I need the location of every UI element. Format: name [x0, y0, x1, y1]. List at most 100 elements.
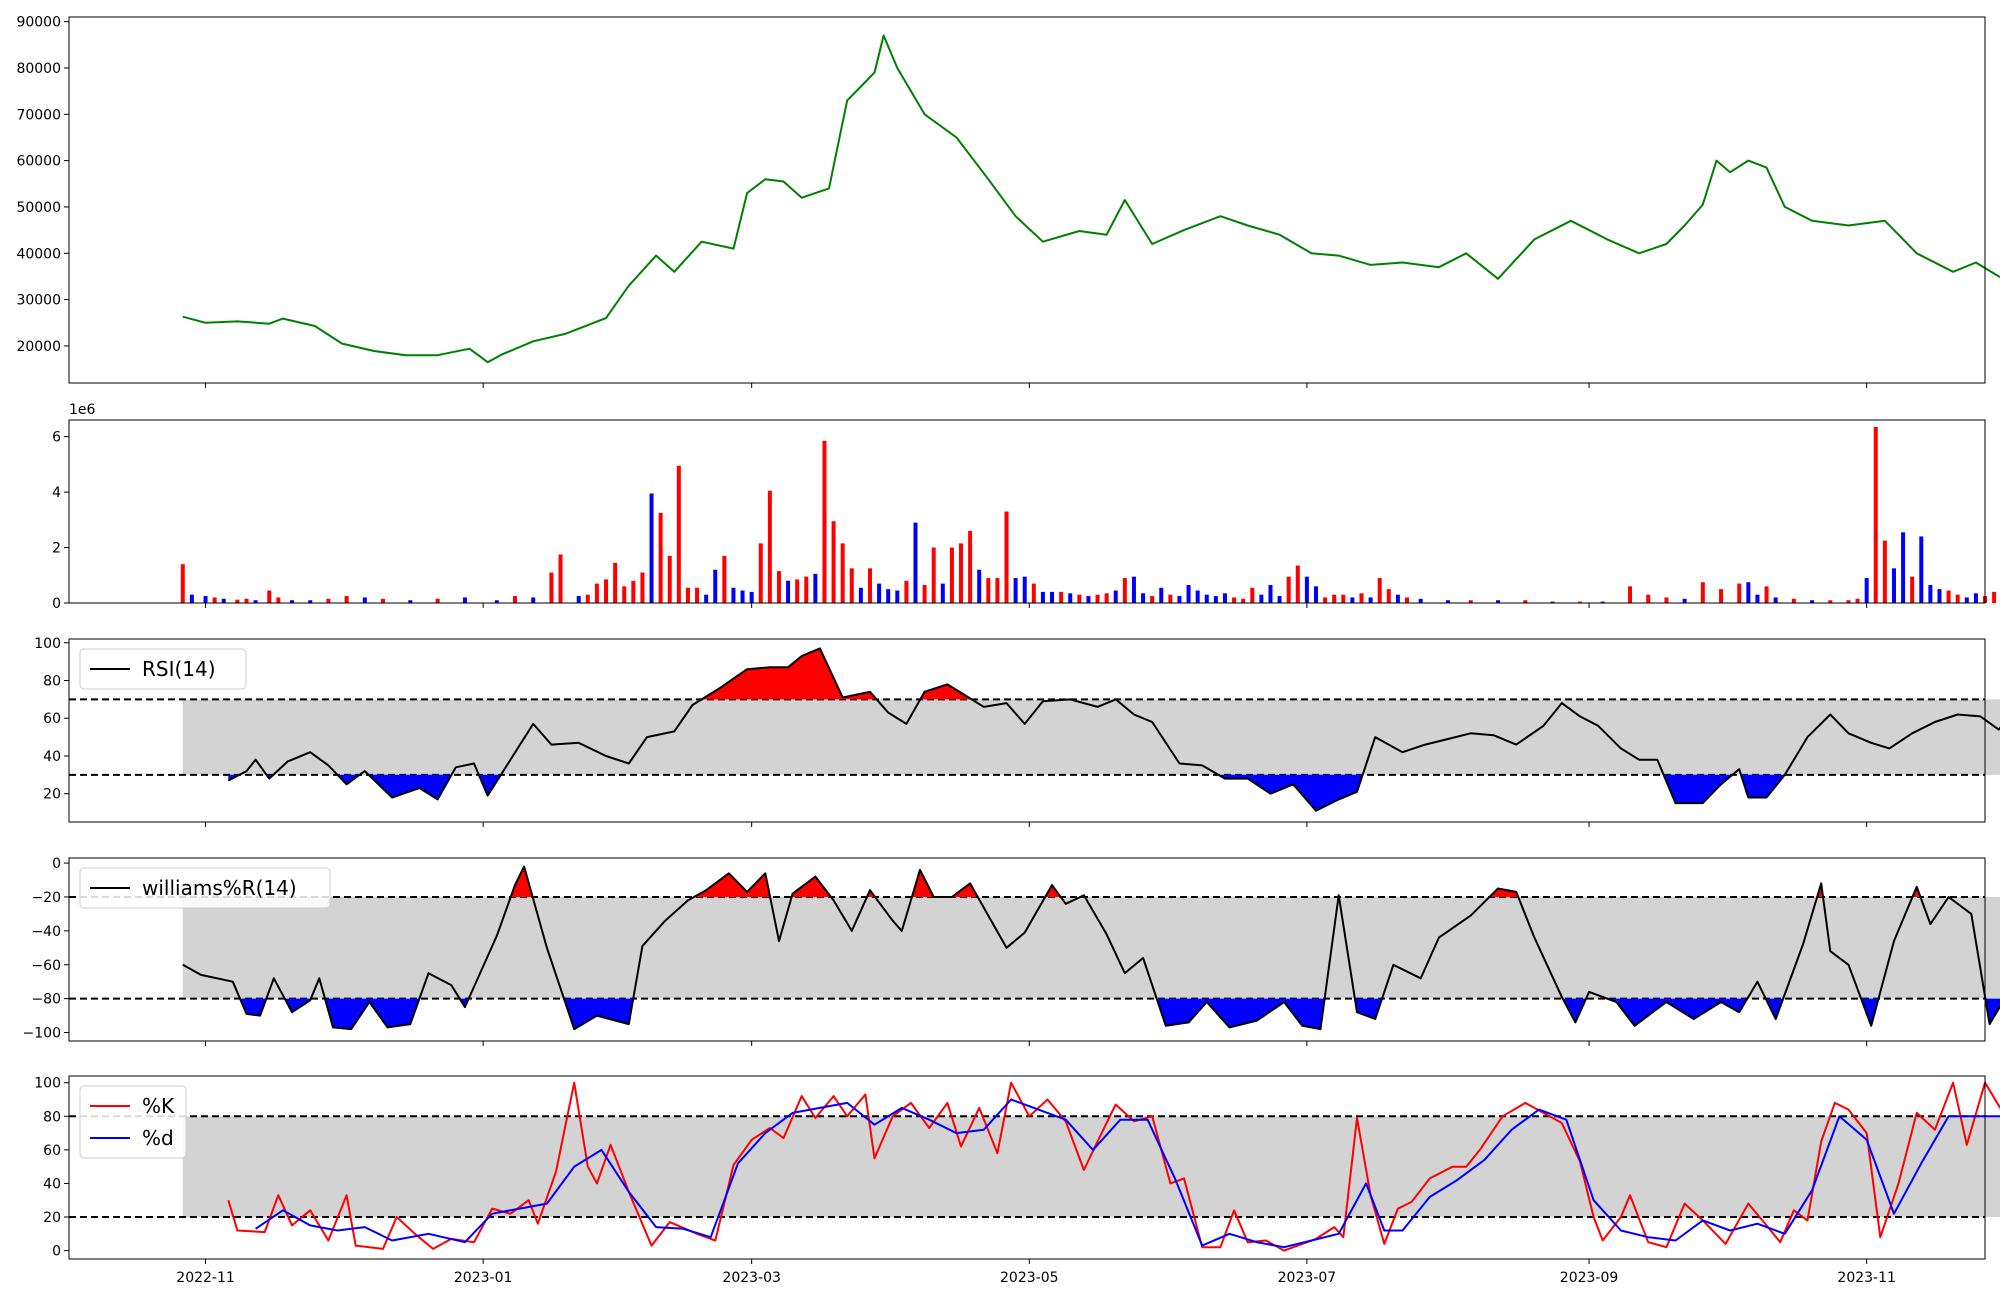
volume-bar — [594, 583, 599, 603]
volume-bar — [1350, 597, 1355, 603]
volume-bar — [1946, 590, 1951, 603]
xtick-label: 2023-05 — [1000, 1270, 1059, 1286]
rsi-ytick-label: 60 — [43, 711, 61, 727]
volume-bar — [408, 600, 413, 603]
volume-bar — [1873, 426, 1878, 603]
rsi-neutral-band — [182, 699, 2000, 775]
volume-bar — [549, 572, 554, 603]
stochastic-legend-label: %d — [142, 1126, 174, 1150]
volume-bar — [1810, 600, 1815, 603]
volume-bar — [877, 583, 882, 603]
xtick-label: 2023-01 — [454, 1270, 513, 1286]
volume-ytick-label: 6 — [52, 430, 61, 446]
volume-bar — [1050, 591, 1055, 603]
rsi-oversold-fill — [368, 774, 452, 800]
volume-bar — [1159, 587, 1164, 603]
volume-bar — [1332, 594, 1337, 603]
volume-bar — [1405, 597, 1410, 603]
volume-bar — [813, 573, 818, 603]
xtick-label: 2023-07 — [1278, 1270, 1337, 1286]
rsi-oversold-fill — [1663, 774, 1733, 804]
rsi-ytick-label: 80 — [43, 674, 61, 690]
volume-bar — [362, 597, 367, 603]
volume-bar — [1910, 576, 1915, 603]
rsi-legend-label: RSI(14) — [142, 657, 216, 681]
volume-bar — [858, 587, 863, 603]
williams-oversold-fill — [563, 998, 634, 1030]
volume-ytick-label: 0 — [52, 596, 61, 612]
volume-bar — [931, 547, 936, 603]
volume-bar — [344, 596, 349, 603]
volume-bar — [267, 590, 272, 603]
volume-bar — [1919, 536, 1924, 603]
volume-bar — [1764, 586, 1769, 603]
volume-bar — [1222, 593, 1227, 603]
volume-bar — [1973, 593, 1978, 603]
volume-bar — [722, 555, 727, 603]
williams-panel-frame — [68, 857, 1986, 1042]
volume-bar — [1131, 576, 1136, 603]
volume-bar — [1341, 594, 1346, 603]
volume-bar — [1737, 583, 1742, 603]
volume-bar — [1955, 594, 1960, 603]
rsi-oversold-fill — [478, 774, 501, 796]
volume-bar — [1095, 594, 1100, 603]
rsi-ytick-label: 100 — [34, 636, 61, 652]
volume-bar — [462, 597, 467, 603]
volume-bar — [253, 600, 258, 603]
volume-bar — [1368, 597, 1373, 603]
volume-bar — [676, 465, 681, 603]
price-ytick-label: 20000 — [16, 339, 61, 355]
williams-oversold-fill — [1607, 998, 1748, 1026]
volume-bar — [922, 584, 927, 603]
volume-bar — [1177, 596, 1182, 603]
volume-bar — [995, 578, 1000, 603]
price-ytick-label: 90000 — [16, 15, 61, 31]
volume-bar — [786, 580, 791, 603]
stochastic-ytick-label: 40 — [43, 1176, 61, 1192]
volume-bar — [1386, 589, 1391, 603]
volume-bar — [244, 598, 249, 603]
williams-line — [182, 865, 2000, 1031]
volume-bar — [1846, 600, 1851, 603]
volume-bar — [1250, 587, 1255, 603]
volume-bar — [1891, 568, 1896, 603]
williams-panel: 0 −20 −40 −60 −80 −100 williams%R(14) — [23, 856, 2000, 1046]
volume-bar — [276, 597, 281, 603]
volume-bar — [212, 597, 217, 603]
volume-bar — [435, 598, 440, 603]
price-line — [182, 34, 2000, 364]
volume-bar — [1664, 597, 1669, 603]
volume-bar — [1791, 598, 1796, 603]
volume-bar — [631, 580, 636, 603]
williams-ytick-label: −40 — [31, 924, 61, 940]
volume-bar — [1195, 590, 1200, 603]
volume-bar — [1031, 583, 1036, 603]
rsi-overbought-fill — [701, 648, 877, 700]
stochastic-ytick-label: 60 — [43, 1143, 61, 1159]
williams-ytick-label: 0 — [52, 856, 61, 872]
volume-bar — [1286, 576, 1291, 603]
stochastic-ytick-label: 20 — [43, 1210, 61, 1226]
volume-bar — [1122, 578, 1127, 603]
volume-bar — [613, 562, 618, 603]
volume-bar — [203, 596, 208, 603]
williams-ytick-label: −80 — [31, 992, 61, 1008]
volume-bar — [658, 512, 663, 603]
volume-bar — [1928, 584, 1933, 603]
williams-overbought-fill — [1045, 885, 1061, 897]
stochastic-ytick-label: 80 — [43, 1109, 61, 1125]
price-panel-frame — [68, 16, 1986, 384]
williams-ytick-label: −20 — [31, 890, 61, 906]
volume-panel: 0 2 4 6 1e6 — [52, 402, 1997, 612]
stochastic-panel: 0 20 40 60 80 100 2022-11 2023-01 2023-03 2023-05… — [34, 1075, 2000, 1286]
volume-bar — [1719, 589, 1724, 603]
williams-ytick-label: −60 — [31, 958, 61, 974]
volume-bar — [767, 490, 772, 603]
volume-bar — [1022, 576, 1027, 603]
volume-bar — [1445, 600, 1450, 603]
volume-bar — [235, 599, 240, 603]
volume-bar — [1241, 598, 1246, 603]
stochastic-k-line — [227, 1081, 2000, 1252]
volume-bar — [381, 598, 386, 603]
